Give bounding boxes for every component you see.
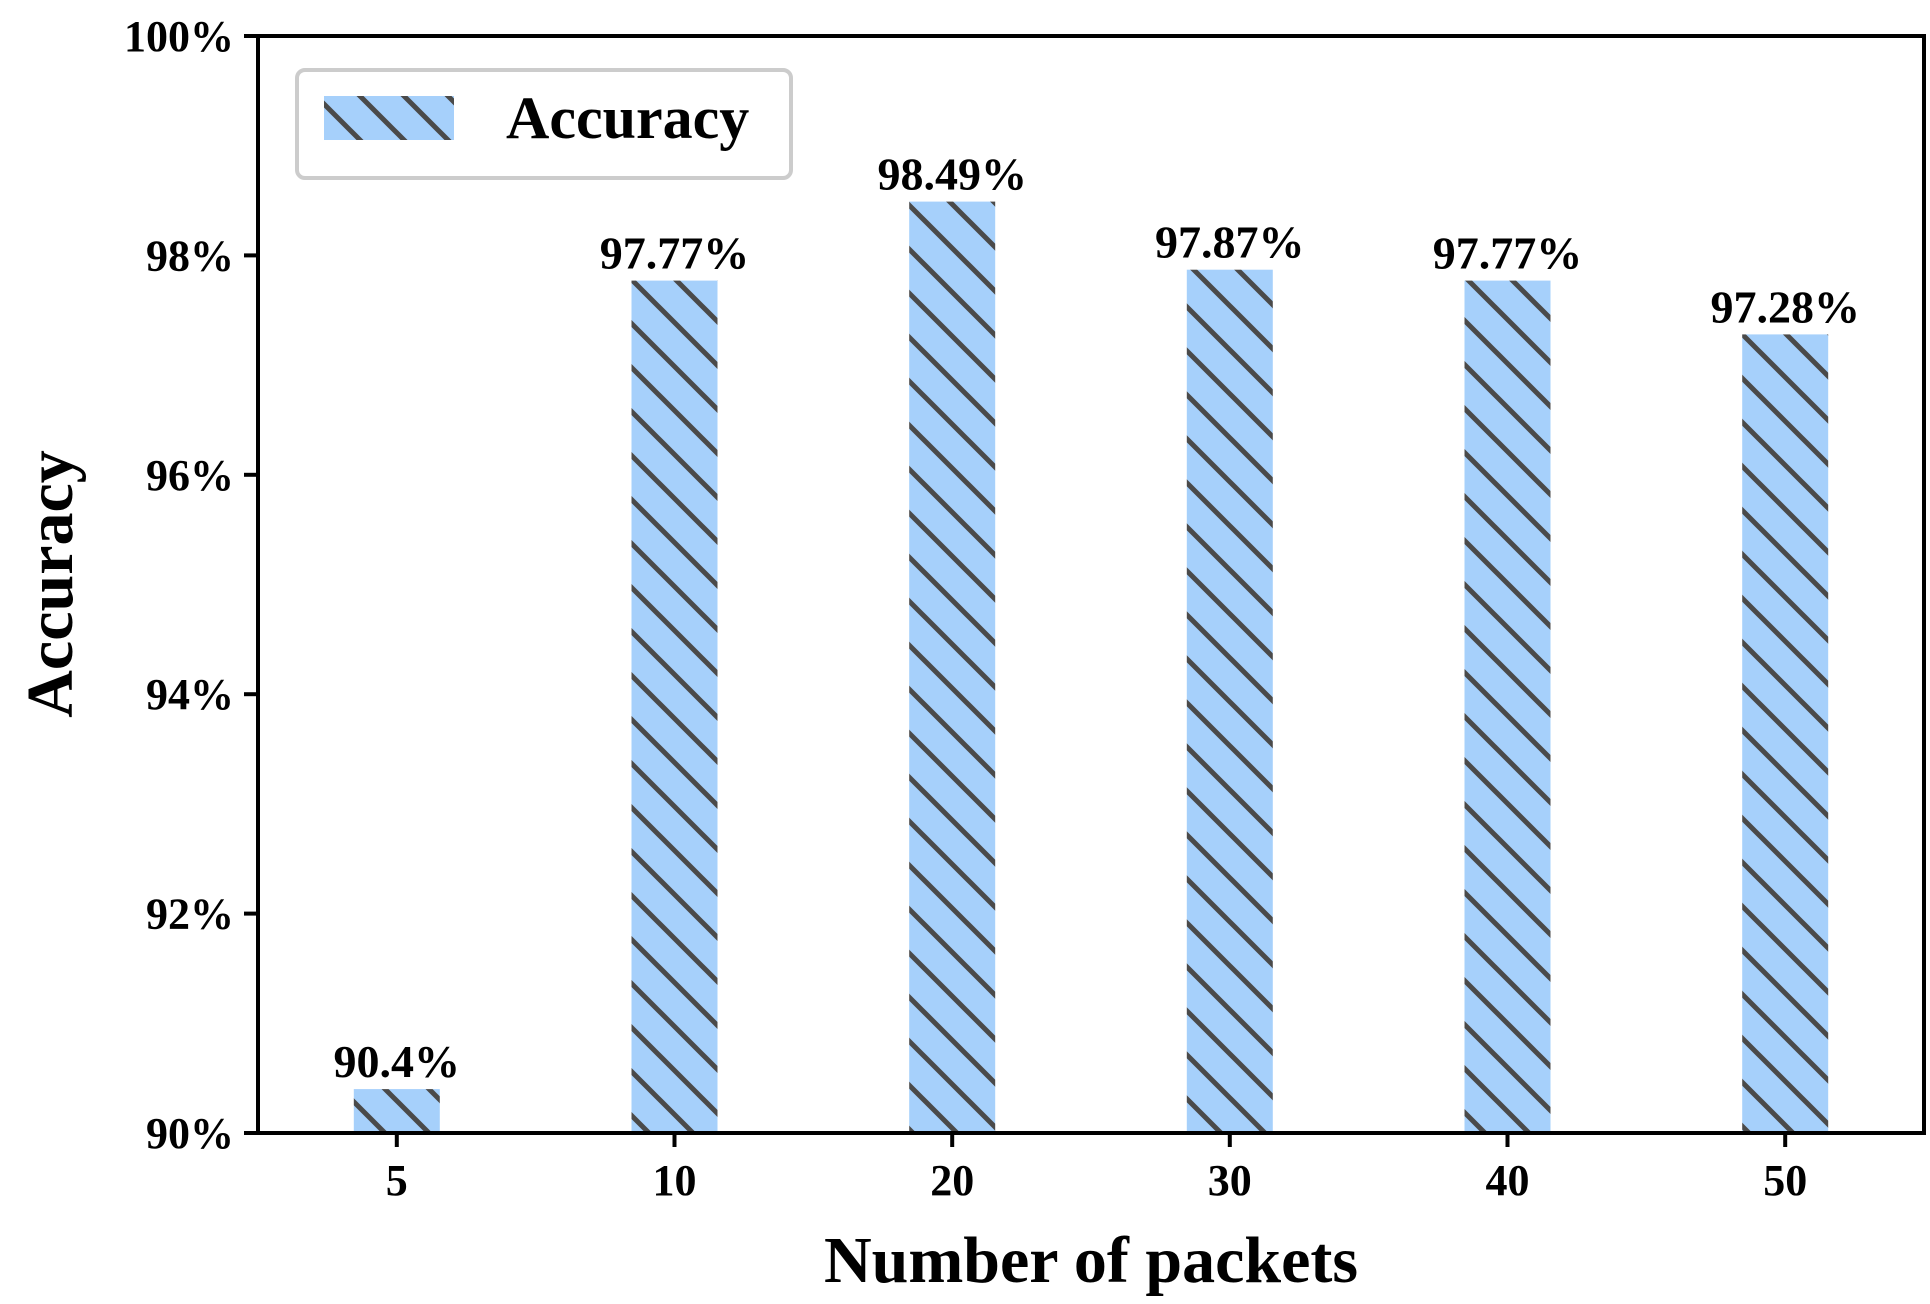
y-tick-label-96: 96% <box>146 451 234 500</box>
bar-labels-layer: 90.4% 97.77% 98.49% 97.87% 97.77% 97.28% <box>334 149 1860 1087</box>
bar-10[interactable] <box>631 280 718 1134</box>
bar-value-label-10: 97.77% <box>600 228 750 279</box>
bar-30[interactable] <box>1186 269 1273 1133</box>
y-tick-label-94: 94% <box>146 670 234 719</box>
bar-20[interactable] <box>909 201 996 1134</box>
bars-layer <box>353 201 1829 1134</box>
x-tick-label-5: 5 <box>386 1156 408 1205</box>
y-tick-label-92: 92% <box>146 890 234 939</box>
x-tick-label-10: 10 <box>653 1156 697 1205</box>
bar-50[interactable] <box>1742 334 1829 1133</box>
y-tick-label-98: 98% <box>146 231 234 280</box>
x-tick-label-40: 40 <box>1486 1156 1530 1205</box>
x-axis-title: Number of packets <box>824 1224 1358 1297</box>
bar-5[interactable] <box>353 1089 440 1133</box>
bar-40[interactable] <box>1464 280 1551 1134</box>
legend-swatch <box>324 96 454 140</box>
bar-value-label-20: 98.49% <box>877 149 1027 200</box>
plot-area-frame <box>256 34 1926 1135</box>
bar-value-label-5: 90.4% <box>334 1036 461 1087</box>
y-tick-label-90: 90% <box>146 1109 234 1158</box>
y-axis-title: Accuracy <box>14 450 87 718</box>
y-tick-label-100: 100% <box>124 12 234 61</box>
bar-value-label-30: 97.87% <box>1155 217 1305 268</box>
bar-value-label-40: 97.77% <box>1433 228 1583 279</box>
bar-value-label-50: 97.28% <box>1710 281 1860 332</box>
x-tick-label-30: 30 <box>1208 1156 1252 1205</box>
x-tick-label-50: 50 <box>1763 1156 1807 1205</box>
x-axis: 5 10 20 30 40 50 <box>386 1133 1807 1205</box>
x-tick-label-20: 20 <box>930 1156 974 1205</box>
y-axis: 90% 92% 94% 96% 98% 100% <box>124 12 258 1158</box>
legend-label: Accuracy <box>506 85 749 151</box>
legend[interactable]: Accuracy <box>295 68 793 180</box>
